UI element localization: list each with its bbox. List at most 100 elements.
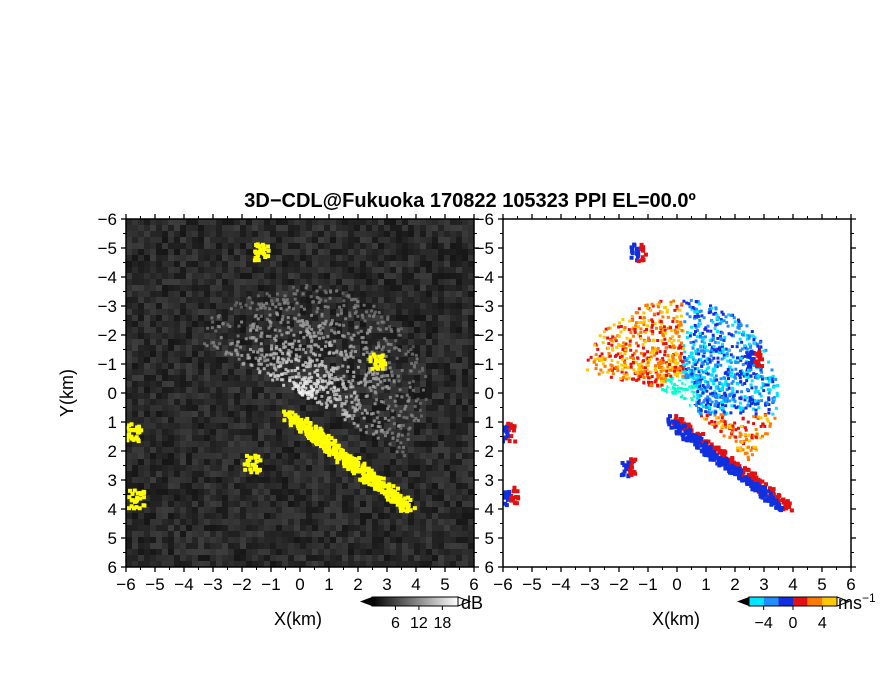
noise-cell [162, 417, 168, 423]
noise-cell [348, 555, 354, 561]
noise-cell [282, 237, 288, 243]
noise-cell [174, 279, 180, 285]
yellow-echo-pixel [375, 366, 380, 371]
noise-cell [288, 219, 294, 225]
noise-cell [270, 561, 276, 567]
noise-cell [240, 225, 246, 231]
noise-cell [330, 411, 336, 417]
noise-cell [228, 543, 234, 549]
noise-cell [432, 429, 438, 435]
noise-cell [162, 507, 168, 513]
fan-pixel [268, 313, 272, 317]
noise-cell [414, 303, 420, 309]
noise-cell [306, 507, 312, 513]
fan-pixel [365, 394, 369, 398]
noise-cell [390, 285, 396, 291]
noise-cell [444, 483, 450, 489]
noise-cell [318, 483, 324, 489]
fan-pixel [351, 355, 355, 359]
noise-cell [288, 261, 294, 267]
noise-cell [300, 495, 306, 501]
fan-pixel [301, 292, 305, 296]
noise-cell [156, 237, 162, 243]
noise-cell [354, 345, 360, 351]
noise-cell [216, 327, 222, 333]
noise-cell [414, 381, 420, 387]
noise-cell [132, 399, 138, 405]
left-x-tick-label: 3 [382, 575, 391, 594]
noise-cell [408, 429, 414, 435]
noise-cell [138, 513, 144, 519]
fan-pixel [370, 423, 374, 427]
yellow-echo-pixel [127, 488, 132, 493]
noise-cell [426, 267, 432, 273]
noise-cell [366, 303, 372, 309]
noise-cell [258, 543, 264, 549]
yellow-echo-pixel [289, 420, 294, 425]
noise-cell [468, 381, 474, 387]
noise-cell [150, 555, 156, 561]
fan-pixel [300, 378, 304, 382]
noise-cell [132, 561, 138, 567]
noise-cell [144, 561, 150, 567]
noise-cell [432, 531, 438, 537]
noise-cell [462, 339, 468, 345]
noise-cell [408, 495, 414, 501]
noise-cell [420, 255, 426, 261]
noise-cell [168, 561, 174, 567]
noise-cell [396, 441, 402, 447]
noise-cell [240, 261, 246, 267]
noise-cell [312, 501, 318, 507]
noise-cell [396, 399, 402, 405]
fan-pixel [409, 369, 413, 373]
noise-cell [336, 411, 342, 417]
noise-cell [264, 525, 270, 531]
noise-cell [462, 231, 468, 237]
noise-cell [384, 423, 390, 429]
fan-pixel [353, 406, 357, 410]
noise-cell [270, 387, 276, 393]
fan-pixel [284, 371, 288, 375]
left-y-axis-label: Y(km) [57, 369, 77, 417]
yellow-echo-pixel [372, 473, 377, 478]
noise-cell [204, 423, 210, 429]
noise-cell [168, 261, 174, 267]
noise-cell [396, 297, 402, 303]
noise-cell [186, 525, 192, 531]
noise-cell [234, 549, 240, 555]
noise-cell [252, 285, 258, 291]
fan-pixel [251, 322, 255, 326]
fan-pixel [301, 321, 305, 325]
noise-cell [294, 231, 300, 237]
fan-pixel [354, 297, 358, 301]
noise-cell [228, 399, 234, 405]
noise-cell [282, 405, 288, 411]
noise-cell [354, 489, 360, 495]
noise-cell [258, 255, 264, 261]
noise-cell [132, 219, 138, 225]
noise-cell [396, 417, 402, 423]
noise-cell [396, 405, 402, 411]
fan-pixel [248, 324, 252, 328]
noise-cell [252, 231, 258, 237]
noise-cell [216, 231, 222, 237]
noise-cell [324, 495, 330, 501]
noise-cell [126, 315, 132, 321]
noise-cell [180, 249, 186, 255]
noise-cell [426, 303, 432, 309]
fan-pixel [418, 370, 422, 374]
noise-cell [168, 369, 174, 375]
noise-cell [324, 273, 330, 279]
noise-cell [438, 309, 444, 315]
noise-cell [330, 219, 336, 225]
noise-cell [378, 513, 384, 519]
noise-cell [438, 447, 444, 453]
noise-cell [396, 465, 402, 471]
noise-cell [204, 339, 210, 345]
noise-cell [348, 531, 354, 537]
yellow-echo-pixel [293, 414, 298, 419]
noise-cell [192, 531, 198, 537]
noise-cell [162, 495, 168, 501]
fan-pixel [386, 429, 390, 433]
noise-cell [330, 399, 336, 405]
